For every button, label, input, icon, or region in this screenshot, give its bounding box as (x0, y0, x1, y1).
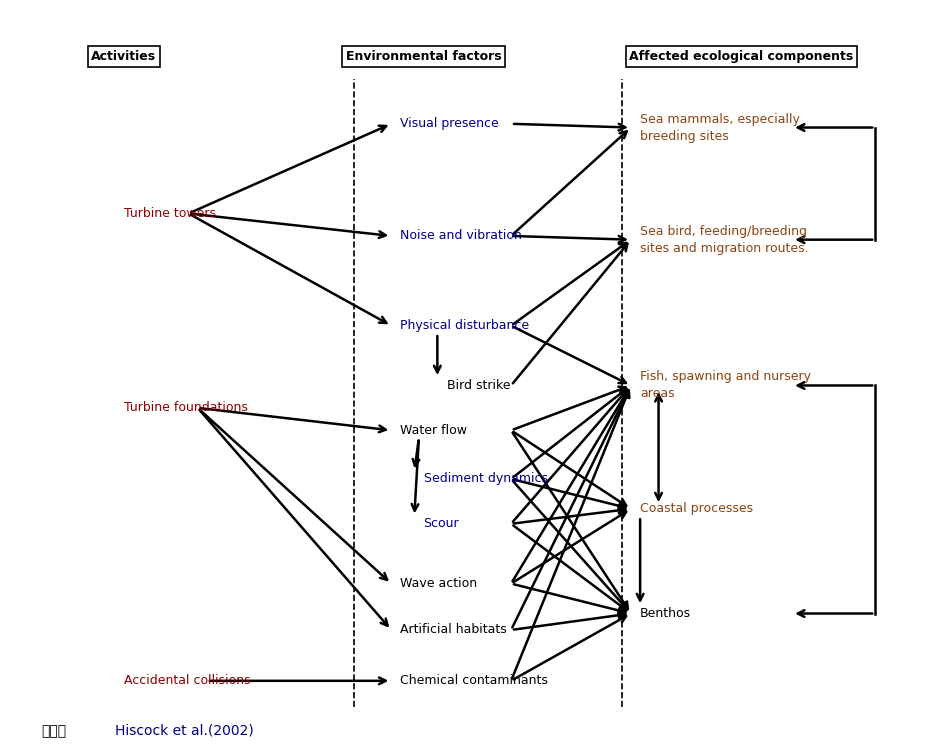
Text: Sediment dynamics: Sediment dynamics (423, 472, 548, 485)
Text: 자료：: 자료： (41, 724, 66, 738)
Text: Sea bird, feeding/breeding
sites and migration routes.: Sea bird, feeding/breeding sites and mig… (640, 225, 809, 255)
Text: Activities: Activities (91, 50, 156, 63)
Text: Coastal processes: Coastal processes (640, 502, 753, 516)
Text: Bird strike: Bird strike (446, 379, 510, 392)
Text: Hiscock et al.(2002): Hiscock et al.(2002) (114, 724, 254, 738)
Text: Fish, spawning and nursery
areas: Fish, spawning and nursery areas (640, 370, 811, 401)
Text: Scour: Scour (423, 517, 459, 530)
Text: Chemical contaminants: Chemical contaminants (401, 674, 549, 687)
Text: Sea mammals, especially
breeding sites: Sea mammals, especially breeding sites (640, 113, 800, 143)
Text: Turbine foundations: Turbine foundations (124, 401, 248, 414)
Text: Environmental factors: Environmental factors (346, 50, 501, 63)
Text: Artificial habitats: Artificial habitats (401, 624, 507, 637)
Text: Accidental collisions: Accidental collisions (124, 674, 250, 687)
Text: Turbine towers: Turbine towers (124, 207, 216, 220)
Text: Benthos: Benthos (640, 607, 691, 620)
Text: Physical disturbance: Physical disturbance (401, 319, 529, 332)
Text: Wave action: Wave action (401, 577, 478, 590)
Text: Noise and vibration: Noise and vibration (401, 229, 523, 243)
Text: Water flow: Water flow (401, 424, 468, 437)
Text: Affected ecological components: Affected ecological components (630, 50, 854, 63)
Text: Visual presence: Visual presence (401, 117, 499, 130)
